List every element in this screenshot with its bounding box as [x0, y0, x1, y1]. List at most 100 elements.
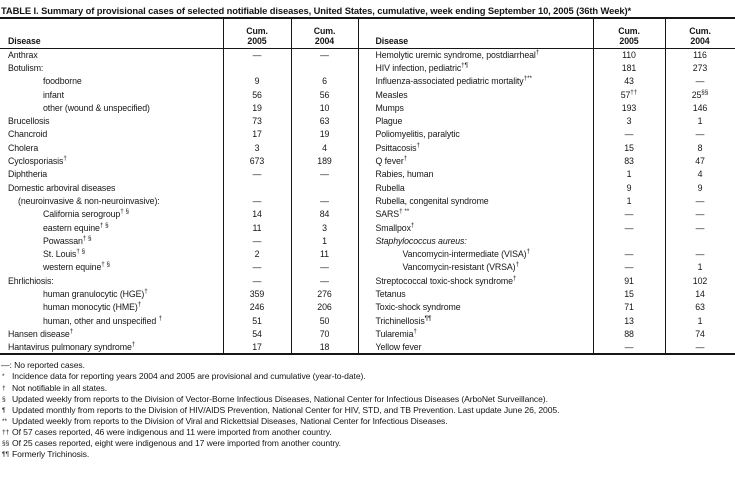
value-cell-2004: [290, 181, 358, 195]
footnote-marker: †: [2, 384, 6, 392]
disease-cell: Chancroid: [8, 129, 48, 140]
value-cell-2005: 3: [592, 114, 665, 129]
value-cell-2004: —: [664, 341, 735, 355]
value-cell-2004: —: [290, 168, 358, 182]
notifiable-diseases-table: Disease Cum. 2005 Cum. 2004 Disease Cum.…: [0, 17, 735, 356]
value-cell-2004: 3: [290, 221, 358, 235]
footnote-text: No reported cases.: [14, 360, 85, 371]
footnote-marker: *: [2, 373, 5, 381]
disease-cell: Plague: [357, 114, 593, 129]
value-cell-2005: 2: [222, 247, 291, 262]
disease-cell: Hansen disease†: [8, 327, 74, 339]
table-row: human, other and unspecified † 51 50 Trichi…: [0, 314, 735, 328]
value-cell-2004: 206: [290, 301, 358, 315]
disease-cell: Domestic arboviral diseases: [8, 182, 116, 193]
footnote-text: Updated weekly from reports to the Divis…: [12, 415, 448, 426]
disease-cell: Rabies, human: [357, 168, 593, 182]
value-cell-2004: —: [664, 247, 735, 262]
disease-cell: Diphtheria: [8, 169, 48, 180]
disease-cell: infant: [43, 89, 64, 100]
footnote-reference: †: [63, 155, 67, 163]
disease-cell: human monocytic (HME)†: [43, 301, 142, 313]
table-row: St. Louis† § 2 11 Vancomycin-intermediate (…: [0, 247, 735, 262]
table-body: Anthrax — — Hemolytic uremic syndrome, post…: [0, 48, 735, 355]
footnote-text: Updated weekly from reports to the Divis…: [12, 393, 548, 404]
table-row: foodborne 9 6 Influenza-associated pediatri…: [0, 75, 735, 89]
value-cell-2004: 50: [290, 314, 358, 328]
value-cell-2004: 10: [290, 101, 358, 115]
footnote-line: ** Updated weekly from reports to the Div…: [1, 416, 735, 427]
footnote-line: §§ Of 25 cases reported, eight were indig…: [1, 438, 735, 449]
footnote-line: —: No reported cases.: [1, 360, 735, 371]
footnote-text: Not notifiable in all states.: [12, 382, 108, 393]
table-title: TABLE I. Summary of provisional cases of…: [1, 5, 632, 16]
value-cell-2004: 146: [664, 101, 735, 115]
table-header: Disease Cum. 2005 Cum. 2004 Disease Cum.…: [0, 18, 735, 49]
footnote-reference: †**: [523, 75, 532, 83]
footnote-reference: †¶: [461, 62, 469, 70]
disease-cell: other (wound & unspecified): [43, 102, 150, 113]
footnote-marker: ††: [2, 428, 10, 436]
disease-cell: Smallpox†: [357, 221, 593, 235]
value-cell-2005: [222, 61, 291, 76]
value-cell-2005: 11: [222, 221, 291, 235]
value-cell-2005: 193: [592, 101, 665, 115]
value-cell-2004: —: [290, 194, 358, 209]
value-cell-2005: —: [222, 274, 291, 288]
value-cell-2004: —: [290, 48, 358, 62]
value-cell-2004: 84: [290, 208, 358, 222]
value-cell-2005: 43: [592, 75, 665, 89]
footnote-line: § Updated weekly from reports to the Divi…: [1, 394, 735, 405]
value-cell-2005: 83: [592, 154, 665, 169]
value-cell-2005: [592, 234, 665, 248]
footnote-marker: **: [2, 417, 7, 425]
value-cell-2004: 19: [290, 128, 358, 142]
footnote-reference: §§: [701, 88, 709, 96]
disease-cell: Powassan† §: [43, 234, 92, 246]
table-row: western equine† § — — Vancomycin-resistant …: [0, 261, 735, 275]
footnote-reference: † §: [82, 234, 92, 242]
value-cell-2004: —: [290, 261, 358, 275]
disease-cell: Cyclosporiasis†: [8, 155, 67, 167]
disease-cell: Yellow fever: [357, 341, 593, 355]
footnotes: —: No reported cases. * Incidence data for…: [1, 360, 735, 460]
value-cell-2005: —: [592, 341, 665, 355]
value-cell-2004: 102: [664, 274, 735, 288]
disease-cell: Q fever†: [357, 154, 593, 169]
footnote-reference: † §: [101, 261, 111, 269]
disease-cell: Trichinellosis¶¶: [357, 314, 593, 328]
value-cell-2005: 246: [222, 301, 291, 315]
footnote-marker: ¶¶: [2, 451, 9, 459]
table-row: eastern equine† § 11 3 Smallpox† — —: [0, 221, 735, 235]
footnote-reference: † **: [399, 208, 410, 216]
footnote-line: * Incidence data for reporting years 2004…: [1, 371, 735, 382]
footnote-reference: †: [144, 288, 148, 296]
table-row: Cholera 3 4 Psittacosis† 15 8: [0, 141, 735, 155]
table-row: Botulism: HIV infection, pediatric†¶ 181 27…: [0, 61, 735, 76]
disease-cell: Hantavirus pulmonary syndrome†: [8, 341, 136, 352]
table-row: (neuroinvasive & non-neuroinvasive): — — Ru…: [0, 194, 735, 209]
value-cell-2005: —: [592, 247, 665, 262]
footnote-line: † Not notifiable in all states.: [1, 383, 735, 394]
col-header-cum-2004-right: Cum. 2004: [664, 18, 735, 49]
disease-cell: human, other and unspecified †: [43, 314, 162, 326]
disease-cell: Cholera: [8, 142, 39, 153]
disease-cell: Tetanus: [357, 287, 593, 302]
value-cell-2005: 9: [222, 75, 291, 89]
value-cell-2005: 17: [222, 341, 291, 355]
disease-cell: Vancomycin-resistant (VRSA)†: [357, 261, 593, 275]
value-cell-2005: 673: [222, 154, 291, 169]
footnote-reference: †: [526, 248, 530, 256]
value-cell-2005: 15: [592, 141, 665, 155]
footnote-reference: †: [158, 314, 162, 322]
value-cell-2005: 1: [592, 168, 665, 182]
value-cell-2004: 116: [664, 48, 735, 62]
value-cell-2004: 4: [290, 141, 358, 155]
value-cell-2005: —: [222, 194, 291, 209]
value-cell-2004: 63: [290, 114, 358, 129]
value-cell-2005: —: [592, 128, 665, 142]
disease-cell: California serogroup† §: [43, 208, 129, 220]
value-cell-2004: 56: [290, 88, 358, 102]
table-row: Anthrax — — Hemolytic uremic syndrome, post…: [0, 48, 735, 62]
value-cell-2004: —: [290, 274, 358, 288]
